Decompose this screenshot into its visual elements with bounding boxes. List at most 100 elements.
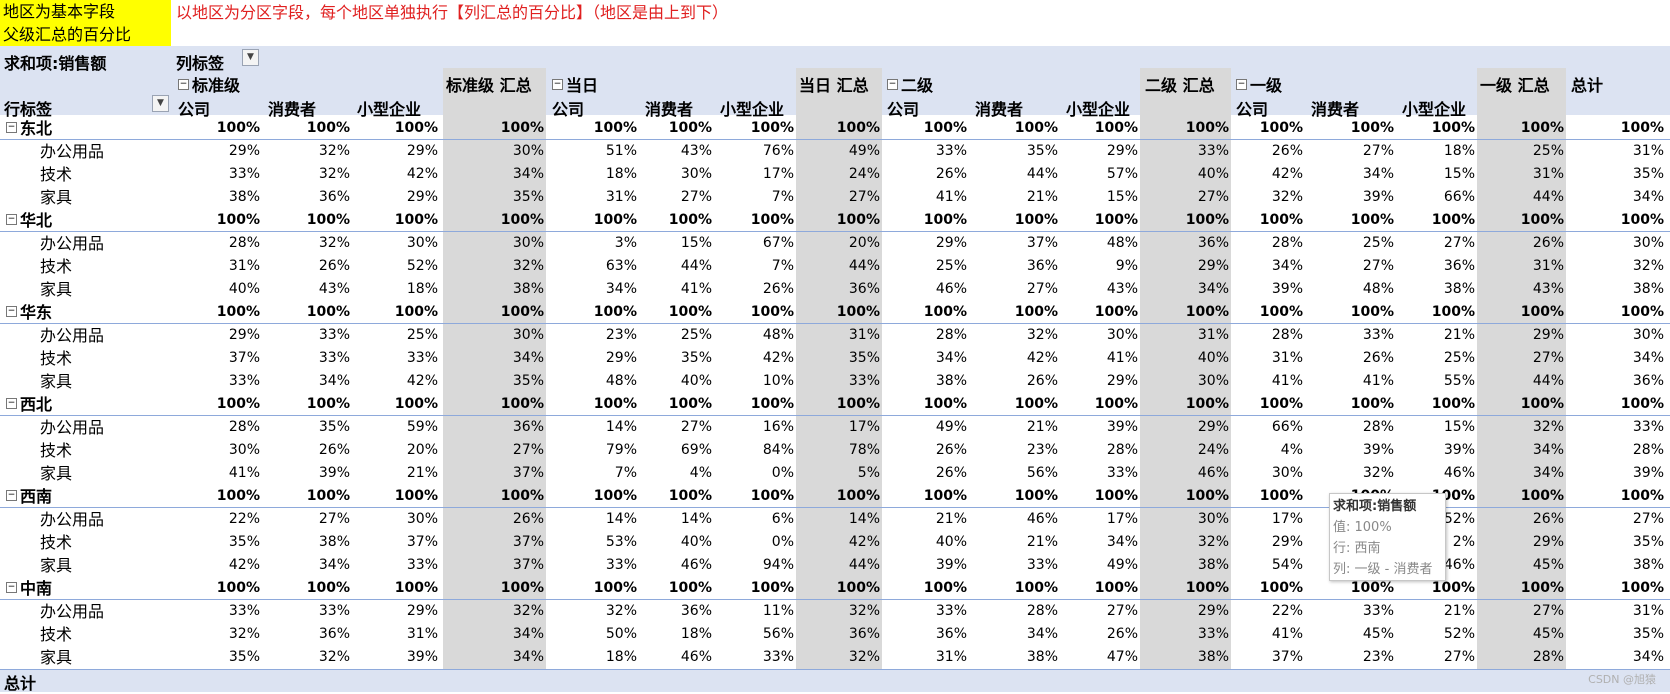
value-cell[interactable]: 14%	[605, 511, 637, 527]
value-cell[interactable]: 53%	[605, 534, 637, 550]
value-cell[interactable]: 32%	[318, 649, 350, 665]
category-row[interactable]: 办公用品 29% 32% 29% 30% 51% 43% 76% 49% 33% 35% 29% 33%…	[0, 140, 1670, 163]
value-cell[interactable]: 100%	[394, 580, 438, 596]
group-header-2[interactable]: − 当日	[552, 72, 598, 96]
value-cell[interactable]: 100%	[1431, 120, 1475, 136]
category-row[interactable]: 办公用品 29% 33% 25% 30% 23% 25% 48% 31% 28% 32% 30% 31%…	[0, 324, 1670, 347]
value-cell[interactable]: 35%	[848, 350, 880, 366]
value-cell[interactable]: 26%	[1106, 626, 1138, 642]
value-cell[interactable]: 41%	[1362, 373, 1394, 389]
value-cell[interactable]: 100%	[306, 212, 350, 228]
value-cell[interactable]: 32%	[1197, 534, 1229, 550]
value-cell[interactable]: 35%	[512, 189, 544, 205]
value-cell[interactable]: 32%	[1271, 189, 1303, 205]
value-cell[interactable]: 33%	[1362, 327, 1394, 343]
value-cell[interactable]: 100%	[836, 580, 880, 596]
value-cell[interactable]: 76%	[762, 143, 794, 159]
value-cell[interactable]: 35%	[1632, 534, 1664, 550]
value-cell[interactable]: 36%	[512, 419, 544, 435]
value-cell[interactable]: 29%	[1106, 143, 1138, 159]
value-cell[interactable]: 23%	[1026, 442, 1058, 458]
value-cell[interactable]: 100%	[750, 396, 794, 412]
value-cell[interactable]: 41%	[1271, 373, 1303, 389]
value-cell[interactable]: 36%	[848, 281, 880, 297]
value-cell[interactable]: 18%	[406, 281, 438, 297]
value-cell[interactable]: 33%	[1106, 465, 1138, 481]
value-cell[interactable]: 28%	[1106, 442, 1138, 458]
value-cell[interactable]: 36%	[680, 603, 712, 619]
value-cell[interactable]: 100%	[923, 304, 967, 320]
value-cell[interactable]: 29%	[935, 235, 967, 251]
value-cell[interactable]: 5%	[857, 465, 880, 481]
region-row[interactable]: − 西北 100% 100% 100% 100% 100% 100% 100% 100% 100% 1…	[0, 393, 1670, 416]
value-cell[interactable]: 32%	[1362, 465, 1394, 481]
value-cell[interactable]: 100%	[1094, 212, 1138, 228]
value-cell[interactable]: 10%	[762, 373, 794, 389]
value-cell[interactable]: 34%	[1532, 465, 1564, 481]
value-cell[interactable]: 100%	[750, 120, 794, 136]
value-cell[interactable]: 100%	[923, 212, 967, 228]
value-cell[interactable]: 100%	[306, 304, 350, 320]
value-cell[interactable]: 31%	[1632, 143, 1664, 159]
value-cell[interactable]: 27%	[1362, 143, 1394, 159]
value-cell[interactable]: 78%	[848, 442, 880, 458]
value-cell[interactable]: 39%	[1632, 465, 1664, 481]
value-cell[interactable]: 50%	[605, 626, 637, 642]
value-cell[interactable]: 100%	[923, 488, 967, 504]
value-cell[interactable]: 26%	[1271, 143, 1303, 159]
value-cell[interactable]: 31%	[406, 626, 438, 642]
region-label[interactable]: − 华东	[6, 301, 52, 324]
value-cell[interactable]: 36%	[848, 626, 880, 642]
value-cell[interactable]: 52%	[406, 258, 438, 274]
value-cell[interactable]: 41%	[228, 465, 260, 481]
value-cell[interactable]: 26%	[1362, 350, 1394, 366]
value-cell[interactable]: 40%	[935, 534, 967, 550]
value-cell[interactable]: 100%	[1431, 212, 1475, 228]
value-cell[interactable]: 100%	[923, 396, 967, 412]
value-cell[interactable]: 100%	[1431, 304, 1475, 320]
category-row[interactable]: 办公用品 22% 27% 30% 26% 14% 14% 6% 14% 21% 46% 17% 30% 1…	[0, 508, 1670, 531]
value-cell[interactable]: 44%	[1532, 373, 1564, 389]
value-cell[interactable]: 26%	[935, 442, 967, 458]
value-cell[interactable]: 100%	[1014, 120, 1058, 136]
value-cell[interactable]: 21%	[1026, 189, 1058, 205]
value-cell[interactable]: 40%	[1197, 166, 1229, 182]
value-cell[interactable]: 29%	[1197, 258, 1229, 274]
value-cell[interactable]: 34%	[1197, 281, 1229, 297]
collapse-icon[interactable]: −	[178, 79, 189, 90]
row-filter-dropdown-icon[interactable]: ▼	[152, 95, 169, 112]
value-cell[interactable]: 46%	[1197, 465, 1229, 481]
value-cell[interactable]: 100%	[500, 580, 544, 596]
value-cell[interactable]: 29%	[605, 350, 637, 366]
value-cell[interactable]: 100%	[306, 488, 350, 504]
value-cell[interactable]: 54%	[1271, 557, 1303, 573]
collapse-icon[interactable]: −	[6, 306, 17, 317]
value-cell[interactable]: 21%	[1026, 534, 1058, 550]
collapse-icon[interactable]: −	[6, 490, 17, 501]
value-cell[interactable]: 48%	[762, 327, 794, 343]
value-cell[interactable]: 100%	[1259, 396, 1303, 412]
value-cell[interactable]: 25%	[1532, 143, 1564, 159]
value-cell[interactable]: 100%	[1185, 212, 1229, 228]
value-cell[interactable]: 33%	[1362, 603, 1394, 619]
value-cell[interactable]: 46%	[1443, 557, 1475, 573]
value-cell[interactable]: 29%	[228, 327, 260, 343]
region-label[interactable]: − 东北	[6, 117, 52, 140]
value-cell[interactable]: 32%	[605, 603, 637, 619]
value-cell[interactable]: 27%	[848, 189, 880, 205]
value-cell[interactable]: 32%	[512, 603, 544, 619]
value-cell[interactable]: 28%	[228, 419, 260, 435]
value-cell[interactable]: 40%	[228, 281, 260, 297]
value-cell[interactable]: 34%	[1632, 189, 1664, 205]
value-cell[interactable]: 46%	[935, 281, 967, 297]
value-cell[interactable]: 7%	[614, 465, 637, 481]
value-cell[interactable]: 100%	[1350, 580, 1394, 596]
value-cell[interactable]: 28%	[935, 327, 967, 343]
value-cell[interactable]: 31%	[228, 258, 260, 274]
value-cell[interactable]: 100%	[1259, 212, 1303, 228]
value-cell[interactable]: 39%	[1443, 442, 1475, 458]
value-cell[interactable]: 100%	[593, 488, 637, 504]
value-cell[interactable]: 100%	[1185, 488, 1229, 504]
value-cell[interactable]: 36%	[935, 626, 967, 642]
value-cell[interactable]: 100%	[1259, 580, 1303, 596]
